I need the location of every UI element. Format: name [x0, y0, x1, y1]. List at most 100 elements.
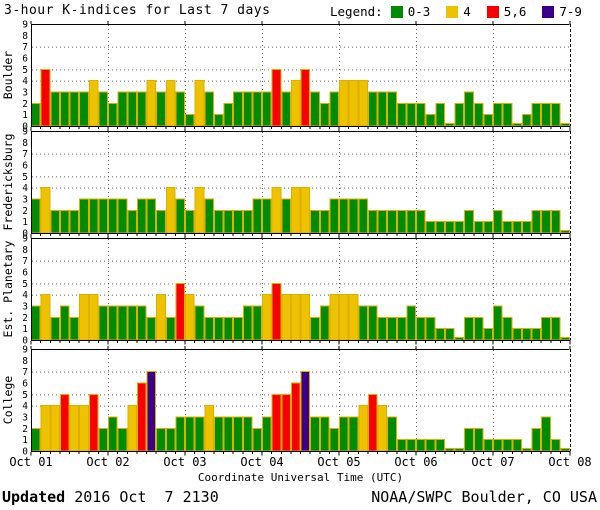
y-tick-label: 6: [22, 54, 28, 65]
k-bar: [560, 337, 571, 341]
k-bar: [185, 114, 195, 127]
k-bar: [493, 102, 503, 127]
k-bar: [473, 102, 484, 127]
k-bar: [40, 294, 51, 341]
x-tick-label: Oct 08: [548, 455, 591, 469]
k-bar: [108, 305, 118, 341]
k-bar: [348, 294, 359, 341]
k-bar: [541, 209, 551, 234]
k-bar: [560, 123, 571, 127]
k-bar: [435, 221, 445, 234]
updated-text: Updated 2016 Oct 7 2130: [2, 488, 219, 506]
k-bar: [242, 305, 253, 341]
k-bar: [416, 209, 426, 234]
k-bar: [290, 294, 301, 341]
k-bar: [396, 102, 407, 127]
y-tick-label: 8: [22, 138, 28, 149]
k-bar: [377, 209, 388, 234]
k-bar: [165, 316, 176, 341]
y-tick-label: 4: [22, 290, 28, 301]
station-label: Boulder: [1, 51, 15, 100]
k-bar: [425, 221, 436, 234]
k-bar: [146, 371, 157, 452]
k-bar: [31, 102, 41, 127]
k-bar: [69, 209, 80, 234]
y-tick-label: 1: [22, 435, 28, 446]
k-bar: [531, 102, 542, 127]
y-tick-label: 8: [22, 31, 28, 42]
panel-border: [31, 131, 571, 234]
k-bar: [444, 448, 455, 452]
k-bar: [98, 305, 109, 341]
legend: Legend: 0-3 4 5,6 7-9: [330, 4, 582, 19]
k-bar: [223, 209, 234, 234]
k-bar: [117, 91, 128, 127]
k-bar: [396, 439, 407, 452]
y-tick-label: 7: [22, 42, 28, 53]
k-bar: [416, 439, 426, 452]
k-bar: [88, 393, 99, 452]
k-bar: [464, 209, 474, 234]
y-tick-label: 4: [22, 76, 28, 87]
k-bar: [348, 416, 359, 452]
k-bar: [98, 427, 109, 452]
k-bar: [387, 316, 397, 341]
k-bar: [425, 316, 436, 341]
k-bar: [454, 448, 465, 452]
k-bar: [319, 102, 330, 127]
k-bar: [156, 294, 166, 341]
k-bar: [512, 439, 522, 452]
k-bar: [377, 405, 388, 452]
k-bar: [560, 448, 571, 452]
x-tick-label: Oct 03: [163, 455, 206, 469]
k-bar: [88, 198, 99, 234]
k-bar: [406, 439, 417, 452]
legend-swatch-yellow-icon: [446, 5, 459, 18]
k-bar: [213, 416, 224, 452]
legend-item-label: 7-9: [559, 4, 582, 19]
k-bar: [31, 427, 41, 452]
k-bar: [339, 198, 349, 234]
k-bar: [252, 305, 263, 341]
k-bar: [531, 427, 542, 452]
k-bar: [79, 198, 89, 234]
legend-swatch-purple-icon: [542, 5, 555, 18]
k-bar: [252, 91, 263, 127]
k-bar: [98, 91, 109, 127]
y-tick-label: 2: [22, 206, 28, 217]
k-bar: [290, 382, 301, 452]
station-label: College: [1, 376, 15, 425]
y-tick-label: 2: [22, 99, 28, 110]
k-bar: [473, 316, 484, 341]
legend-swatch-green-icon: [390, 5, 403, 18]
k-bar: [300, 371, 311, 452]
k-bar: [165, 187, 176, 234]
y-tick-label: 9: [22, 127, 28, 138]
y-tick-label: 0: [22, 336, 28, 347]
k-bar: [339, 80, 349, 127]
y-tick-label: 3: [22, 195, 28, 206]
k-bar: [358, 405, 368, 452]
k-bar: [79, 405, 89, 452]
legend-label: Legend:: [330, 4, 383, 19]
y-tick-label: 6: [22, 161, 28, 172]
y-tick-label: 6: [22, 268, 28, 279]
k-bar: [50, 405, 60, 452]
k-bar: [146, 80, 157, 127]
k-bar: [531, 209, 542, 234]
k-bar: [521, 221, 532, 234]
k-bar: [444, 328, 455, 341]
k-bar: [59, 209, 70, 234]
k-bar: [31, 305, 41, 341]
k-bar: [262, 91, 272, 127]
legend-item-label: 4: [463, 4, 471, 19]
k-bar: [79, 91, 89, 127]
y-tick-label: 3: [22, 88, 28, 99]
k-bar: [156, 91, 166, 127]
k-bar: [50, 209, 60, 234]
y-tick-label: 3: [22, 413, 28, 424]
k-bar: [319, 305, 330, 341]
k-bar: [416, 316, 426, 341]
k-bar: [377, 316, 388, 341]
y-tick-label: 5: [22, 65, 28, 76]
